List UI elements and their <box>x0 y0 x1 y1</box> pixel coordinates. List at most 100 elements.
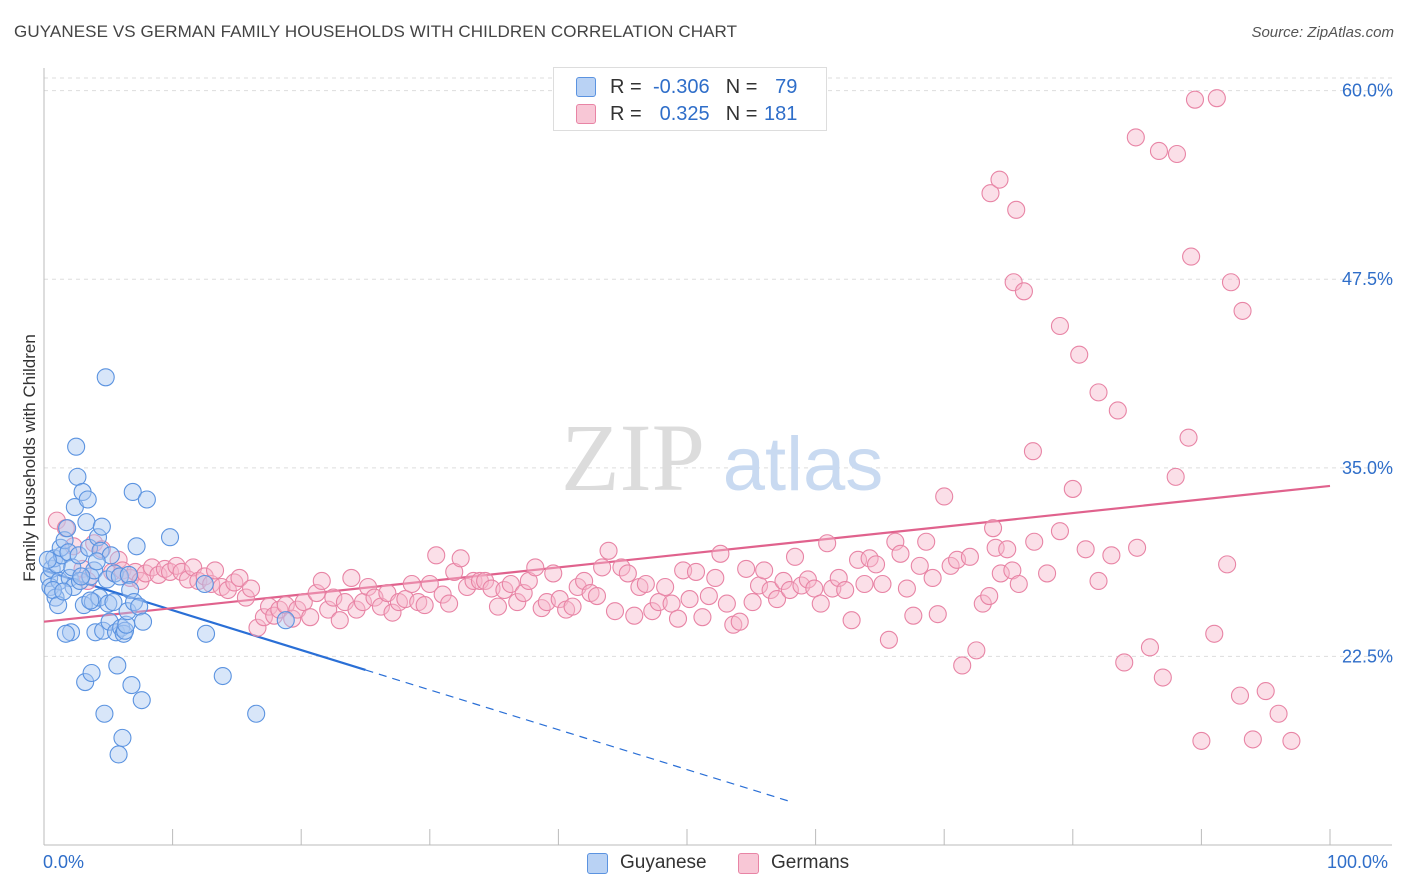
bottom-legend-swatch-germans <box>738 852 759 874</box>
watermark: ZIP atlas <box>561 404 883 511</box>
data-point-germans <box>1221 273 1241 292</box>
legend-n-guyanese: 79 <box>775 75 798 98</box>
data-point-germans <box>1126 128 1145 147</box>
bottom-legend-germans[interactable]: Germans <box>738 852 849 874</box>
legend-swatch-guyanese <box>576 77 596 97</box>
data-point-guyanese <box>160 528 180 547</box>
data-point-germans <box>656 577 675 597</box>
data-point-guyanese <box>133 612 153 631</box>
axes <box>43 68 1392 846</box>
data-point-germans <box>47 511 66 530</box>
data-point-germans <box>488 597 508 616</box>
data-point-guyanese <box>127 537 146 556</box>
data-point-germans <box>636 574 655 594</box>
data-point-germans <box>563 597 582 616</box>
data-point-germans <box>218 580 237 600</box>
data-point-germans <box>230 568 249 588</box>
trend-line-germans <box>43 484 1331 623</box>
data-point-germans <box>1256 682 1275 701</box>
data-point-germans <box>1007 200 1026 219</box>
data-point-germans <box>923 568 942 588</box>
legend-n-label: N = <box>725 102 758 125</box>
data-point-germans <box>526 558 545 577</box>
data-point-germans <box>307 583 326 603</box>
data-point-germans <box>1167 144 1187 164</box>
data-point-guyanese <box>118 602 137 621</box>
data-point-germans <box>1014 282 1033 301</box>
legend-r-label: R = <box>610 75 642 98</box>
data-point-germans <box>897 579 916 598</box>
data-point-guyanese <box>91 541 110 560</box>
data-point-germans <box>420 574 439 594</box>
legend-n-germans: 181 <box>764 102 798 125</box>
data-point-germans <box>1179 428 1198 447</box>
y-tick-label: 22.5% <box>1342 646 1393 666</box>
data-point-guyanese <box>247 704 266 723</box>
bottom-legend: Guyanese Germans <box>0 852 1406 876</box>
data-point-germans <box>202 574 221 594</box>
data-point-germans <box>1282 731 1301 750</box>
data-point-germans <box>265 606 284 625</box>
data-point-germans <box>1230 686 1250 705</box>
data-point-germans <box>693 608 712 627</box>
data-point-germans <box>283 609 302 628</box>
data-point-germans <box>866 555 886 574</box>
data-point-germans <box>998 540 1017 559</box>
data-point-germans <box>1009 574 1028 594</box>
data-point-germans <box>359 577 378 597</box>
data-point-germans <box>986 538 1005 557</box>
data-point-guyanese <box>59 543 78 562</box>
data-point-germans <box>1102 546 1121 565</box>
data-point-guyanese <box>49 596 68 615</box>
data-point-germans <box>755 561 774 580</box>
data-point-germans <box>587 587 607 606</box>
data-point-germans <box>1004 273 1023 292</box>
data-point-germans <box>451 549 470 568</box>
data-point-germans <box>774 571 793 591</box>
data-point-guyanese <box>82 663 101 683</box>
data-point-germans <box>1205 624 1224 643</box>
data-point-guyanese <box>95 704 114 723</box>
data-point-germans <box>706 568 725 588</box>
data-point-germans <box>981 184 1000 203</box>
data-point-germans <box>1076 540 1095 559</box>
data-point-germans <box>427 546 446 565</box>
data-point-guyanese <box>109 745 128 764</box>
y-tick-label: 60.0% <box>1342 81 1393 101</box>
legend-r-guyanese: -0.306 <box>652 75 710 98</box>
legend-row-germans: R = 0.325 N = 181 <box>576 102 797 126</box>
data-point-guyanese <box>58 519 77 538</box>
data-point-germans <box>618 564 637 583</box>
data-point-germans <box>324 588 343 607</box>
bottom-legend-guyanese[interactable]: Guyanese <box>587 852 707 874</box>
data-point-germans <box>953 656 972 675</box>
data-point-germans <box>798 570 817 589</box>
legend-r-germans: 0.325 <box>659 102 710 125</box>
data-point-germans <box>342 568 361 588</box>
data-point-germans <box>383 603 402 622</box>
data-point-guyanese <box>96 368 115 387</box>
data-point-germans <box>205 561 225 580</box>
points-germans <box>47 89 1301 750</box>
data-point-germans <box>508 593 527 612</box>
data-point-germans <box>593 558 612 577</box>
data-point-germans <box>1192 731 1211 750</box>
watermark-atlas: atlas <box>723 422 884 507</box>
data-point-germans <box>241 579 261 598</box>
data-point-guyanese <box>81 591 100 610</box>
data-point-germans <box>960 547 979 566</box>
data-point-germans <box>643 602 662 621</box>
stats-legend: R = -0.306 N = 79 R = 0.325 N = 181 <box>553 67 827 131</box>
data-point-germans <box>1050 316 1069 336</box>
data-point-germans <box>319 600 338 619</box>
data-point-germans <box>1185 90 1205 109</box>
data-point-guyanese <box>76 673 95 692</box>
data-point-germans <box>415 596 434 615</box>
data-point-germans <box>1153 668 1172 687</box>
data-point-germans <box>737 559 756 578</box>
data-point-germans <box>1050 522 1069 541</box>
data-point-germans <box>514 583 533 603</box>
data-point-germans <box>312 571 331 591</box>
data-point-guyanese <box>213 666 232 686</box>
data-point-guyanese <box>123 482 142 502</box>
